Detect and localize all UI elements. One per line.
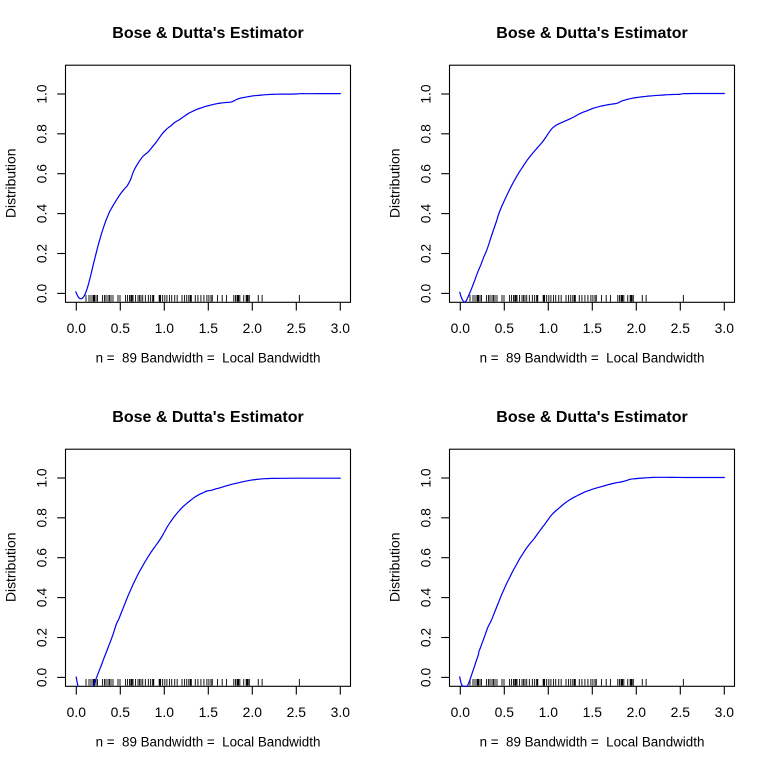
svg-text:Bose & Dutta's Estimator: Bose & Dutta's Estimator bbox=[112, 409, 303, 426]
svg-text:0.6: 0.6 bbox=[33, 548, 49, 568]
svg-text:0.2: 0.2 bbox=[33, 244, 49, 264]
svg-text:0.6: 0.6 bbox=[417, 164, 433, 184]
svg-text:Distribution: Distribution bbox=[387, 533, 403, 602]
svg-text:Distribution: Distribution bbox=[3, 149, 19, 218]
svg-text:1.5: 1.5 bbox=[199, 320, 219, 336]
svg-text:1.5: 1.5 bbox=[583, 320, 603, 336]
svg-text:3.0: 3.0 bbox=[715, 320, 735, 336]
svg-text:1.5: 1.5 bbox=[583, 704, 603, 720]
svg-text:Bose & Dutta's Estimator: Bose & Dutta's Estimator bbox=[496, 25, 687, 42]
svg-text:0.4: 0.4 bbox=[33, 588, 49, 608]
svg-text:2.0: 2.0 bbox=[243, 320, 263, 336]
svg-text:0.0: 0.0 bbox=[451, 320, 471, 336]
svg-text:n = 89 Bandwidth = Local Ban: n = 89 Bandwidth = Local Bandwidth bbox=[480, 350, 705, 365]
svg-text:1.0: 1.0 bbox=[539, 704, 559, 720]
svg-text:3.0: 3.0 bbox=[331, 320, 351, 336]
svg-text:0.0: 0.0 bbox=[67, 320, 87, 336]
svg-text:0.8: 0.8 bbox=[417, 508, 433, 528]
svg-text:Bose & Dutta's Estimator: Bose & Dutta's Estimator bbox=[496, 409, 687, 426]
svg-text:0.2: 0.2 bbox=[417, 244, 433, 264]
svg-text:0.6: 0.6 bbox=[417, 548, 433, 568]
svg-text:2.5: 2.5 bbox=[671, 320, 691, 336]
svg-text:3.0: 3.0 bbox=[715, 704, 735, 720]
svg-text:3.0: 3.0 bbox=[331, 704, 351, 720]
svg-text:0.0: 0.0 bbox=[417, 667, 433, 687]
svg-text:0.2: 0.2 bbox=[33, 628, 49, 648]
svg-text:1.0: 1.0 bbox=[155, 704, 175, 720]
svg-text:0.0: 0.0 bbox=[33, 667, 49, 687]
svg-text:0.2: 0.2 bbox=[417, 628, 433, 648]
svg-text:0.0: 0.0 bbox=[33, 283, 49, 303]
svg-text:2.5: 2.5 bbox=[287, 320, 307, 336]
svg-text:2.0: 2.0 bbox=[243, 704, 263, 720]
svg-text:0.8: 0.8 bbox=[417, 124, 433, 144]
svg-text:0.4: 0.4 bbox=[417, 204, 433, 224]
svg-text:0.5: 0.5 bbox=[111, 320, 131, 336]
svg-text:1.0: 1.0 bbox=[33, 84, 49, 104]
svg-text:0.4: 0.4 bbox=[417, 588, 433, 608]
svg-text:1.0: 1.0 bbox=[417, 84, 433, 104]
svg-text:2.5: 2.5 bbox=[671, 704, 691, 720]
svg-text:0.8: 0.8 bbox=[33, 508, 49, 528]
svg-text:0.0: 0.0 bbox=[451, 704, 471, 720]
svg-text:n = 89 Bandwidth = Local Ban: n = 89 Bandwidth = Local Bandwidth bbox=[96, 734, 321, 749]
svg-text:2.0: 2.0 bbox=[627, 320, 647, 336]
svg-text:Distribution: Distribution bbox=[3, 533, 19, 602]
svg-text:n = 89 Bandwidth = Local Ban: n = 89 Bandwidth = Local Bandwidth bbox=[480, 734, 705, 749]
svg-text:0.8: 0.8 bbox=[33, 124, 49, 144]
svg-text:1.0: 1.0 bbox=[417, 468, 433, 488]
svg-text:2.5: 2.5 bbox=[287, 704, 307, 720]
svg-text:0.5: 0.5 bbox=[495, 704, 515, 720]
svg-text:0.0: 0.0 bbox=[67, 704, 87, 720]
svg-text:1.0: 1.0 bbox=[33, 468, 49, 488]
svg-text:1.5: 1.5 bbox=[199, 704, 219, 720]
svg-text:0.5: 0.5 bbox=[495, 320, 515, 336]
svg-text:n = 89 Bandwidth = Local Ban: n = 89 Bandwidth = Local Bandwidth bbox=[96, 350, 321, 365]
svg-text:1.0: 1.0 bbox=[155, 320, 175, 336]
svg-text:0.0: 0.0 bbox=[417, 283, 433, 303]
svg-text:Bose & Dutta's Estimator: Bose & Dutta's Estimator bbox=[112, 25, 303, 42]
svg-text:0.6: 0.6 bbox=[33, 164, 49, 184]
svg-text:Distribution: Distribution bbox=[387, 149, 403, 218]
svg-text:1.0: 1.0 bbox=[539, 320, 559, 336]
svg-text:0.4: 0.4 bbox=[33, 204, 49, 224]
svg-text:0.5: 0.5 bbox=[111, 704, 131, 720]
svg-text:2.0: 2.0 bbox=[627, 704, 647, 720]
